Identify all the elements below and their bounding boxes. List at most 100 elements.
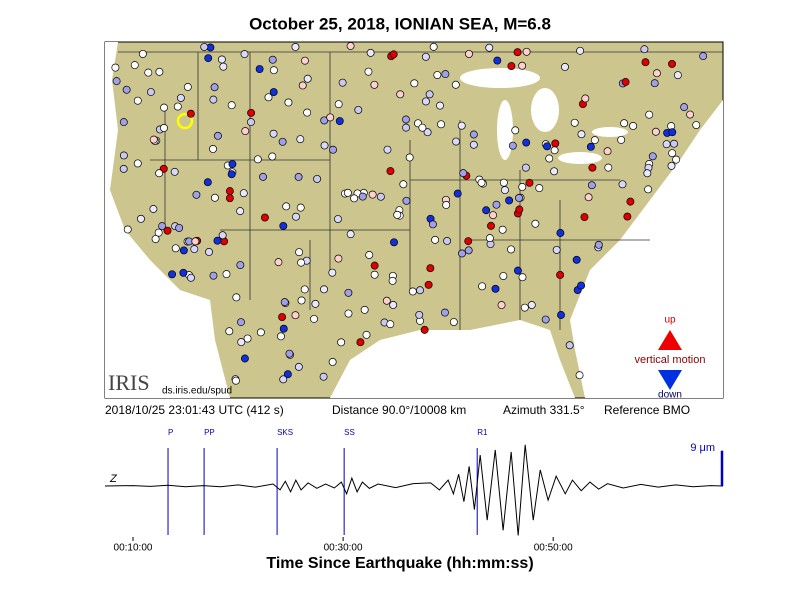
station	[268, 55, 277, 64]
station	[337, 338, 346, 347]
station	[217, 55, 226, 64]
station	[670, 139, 678, 148]
station	[279, 221, 288, 230]
station	[465, 49, 473, 58]
station	[210, 193, 219, 202]
station	[667, 161, 676, 170]
legend-up: up	[664, 315, 676, 326]
station	[239, 189, 248, 198]
station	[644, 185, 653, 194]
station	[485, 43, 494, 52]
station	[491, 284, 500, 293]
station	[119, 118, 128, 127]
station	[686, 110, 695, 119]
station	[617, 135, 626, 144]
station	[556, 271, 565, 279]
station	[160, 124, 168, 132]
station	[577, 130, 586, 139]
station	[426, 264, 435, 273]
station	[420, 325, 429, 334]
station	[587, 181, 596, 190]
station	[425, 90, 434, 99]
trace-label: Z	[109, 473, 118, 485]
station	[518, 183, 527, 191]
station	[155, 67, 164, 76]
station	[365, 251, 374, 259]
station	[452, 137, 460, 146]
station	[482, 206, 491, 215]
x-tick-label: 00:50:00	[534, 543, 573, 554]
station	[274, 258, 283, 267]
station	[477, 178, 486, 187]
station	[370, 261, 379, 270]
station	[243, 334, 252, 343]
x-tick-label: 00:30:00	[324, 543, 363, 554]
station	[320, 285, 328, 294]
station	[680, 103, 689, 112]
station	[119, 164, 128, 173]
scale-label: 9 μm	[690, 442, 715, 454]
trace	[104, 444, 724, 536]
station	[204, 54, 213, 63]
station	[402, 115, 410, 124]
station	[187, 273, 195, 282]
station	[416, 286, 424, 295]
station	[487, 221, 495, 230]
station	[122, 85, 131, 94]
station	[338, 78, 347, 87]
station	[303, 74, 312, 83]
station	[513, 266, 522, 275]
station	[370, 270, 379, 279]
azimuth: Azimuth 331.5°	[503, 403, 585, 417]
legend-down: down	[658, 390, 682, 401]
station	[451, 80, 460, 89]
station	[138, 49, 147, 58]
station	[133, 96, 142, 105]
station	[236, 207, 245, 216]
station	[146, 88, 155, 96]
station	[313, 174, 322, 183]
station	[328, 268, 337, 277]
station	[247, 108, 256, 117]
station	[160, 103, 169, 112]
station	[668, 59, 676, 68]
station	[673, 71, 682, 80]
station	[464, 246, 473, 255]
ocean	[330, 320, 575, 398]
station	[346, 230, 355, 239]
station	[298, 81, 307, 90]
station	[227, 170, 236, 179]
station	[278, 313, 287, 321]
station	[364, 67, 373, 76]
station	[453, 189, 462, 198]
station	[478, 282, 487, 291]
station	[303, 108, 312, 117]
station	[493, 56, 502, 65]
station	[279, 324, 288, 333]
station	[577, 281, 586, 290]
station	[431, 235, 440, 244]
station	[218, 231, 227, 240]
station	[662, 140, 671, 149]
station	[344, 288, 353, 297]
station	[383, 145, 392, 154]
station	[225, 327, 234, 336]
station	[499, 178, 508, 187]
station	[399, 180, 408, 189]
station	[572, 255, 581, 264]
station	[264, 93, 273, 102]
station	[645, 110, 654, 119]
station	[584, 193, 593, 202]
station	[469, 130, 478, 139]
station	[328, 358, 337, 366]
station	[130, 61, 139, 70]
reference: Reference BMO	[604, 403, 690, 417]
station	[368, 190, 377, 199]
station	[652, 69, 661, 78]
station	[360, 305, 369, 314]
phase-label: SS	[344, 428, 355, 437]
station	[209, 145, 217, 153]
station	[618, 180, 627, 189]
station	[541, 315, 550, 324]
